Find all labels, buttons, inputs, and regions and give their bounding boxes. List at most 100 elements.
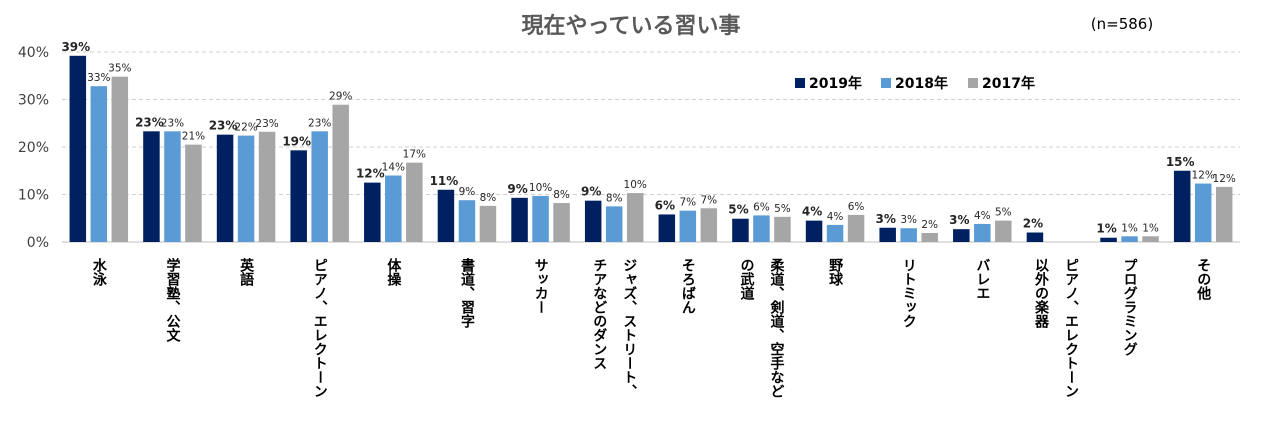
x-category-label: の武道 bbox=[738, 258, 754, 301]
bar bbox=[185, 144, 202, 242]
bar bbox=[164, 131, 181, 242]
bar bbox=[258, 131, 276, 242]
bar bbox=[753, 215, 770, 242]
x-category-label: 水泳 bbox=[91, 257, 107, 287]
x-category-label: プログラミング bbox=[1122, 258, 1138, 356]
bar bbox=[406, 162, 423, 242]
x-category-label: 英語 bbox=[238, 257, 255, 287]
bar bbox=[879, 227, 896, 242]
bar bbox=[974, 223, 991, 242]
sample-size-note: (n=586) bbox=[1091, 15, 1153, 33]
legend-label: 2017年 bbox=[982, 75, 1035, 92]
data-label: 3% bbox=[949, 213, 969, 227]
y-tick-label: 20% bbox=[18, 140, 49, 156]
data-label: 6% bbox=[848, 201, 865, 213]
data-label: 3% bbox=[876, 212, 896, 226]
data-label: 35% bbox=[108, 63, 131, 75]
bar bbox=[995, 220, 1012, 242]
data-label: 23% bbox=[209, 119, 238, 133]
legend-swatch bbox=[795, 78, 805, 88]
x-category-label: ジャズ、ストリート、 bbox=[621, 258, 637, 398]
data-label: 1% bbox=[1096, 222, 1116, 236]
legend-swatch bbox=[881, 78, 891, 88]
bar bbox=[847, 214, 865, 242]
data-label: 22% bbox=[234, 122, 257, 134]
data-label: 8% bbox=[480, 192, 497, 204]
bar bbox=[921, 232, 938, 242]
data-label: 8% bbox=[553, 189, 570, 201]
data-label: 1% bbox=[1121, 222, 1138, 234]
bar bbox=[553, 203, 570, 242]
data-label: 8% bbox=[606, 192, 623, 204]
data-label: 23% bbox=[255, 118, 278, 130]
x-category-label: ピアノ、エレクトーン bbox=[312, 258, 328, 398]
bar bbox=[626, 193, 644, 242]
y-tick-label: 0% bbox=[27, 235, 49, 251]
data-label: 5% bbox=[995, 207, 1012, 219]
y-tick-label: 30% bbox=[18, 93, 49, 109]
bar bbox=[364, 182, 381, 242]
x-category-label: チアなどのダンス bbox=[591, 258, 607, 370]
data-label: 10% bbox=[624, 179, 647, 191]
data-label: 9% bbox=[581, 185, 601, 199]
bar bbox=[69, 55, 87, 242]
y-tick-label: 10% bbox=[18, 188, 49, 204]
data-label: 23% bbox=[161, 117, 184, 129]
legend: 2019年 2018年 2017年 bbox=[795, 75, 1035, 92]
bar bbox=[143, 131, 160, 242]
data-label: 6% bbox=[655, 198, 675, 212]
data-label: 12% bbox=[356, 167, 385, 181]
x-category-label: 野球 bbox=[827, 258, 843, 287]
bar bbox=[1215, 186, 1233, 242]
legend-label: 2019年 bbox=[809, 75, 862, 92]
bar bbox=[658, 214, 676, 242]
bar bbox=[953, 229, 970, 242]
x-category-label: 書道、習字 bbox=[459, 257, 475, 329]
data-label: 10% bbox=[529, 182, 552, 194]
data-label: 7% bbox=[700, 194, 717, 206]
x-category-label: リトミック bbox=[901, 258, 917, 328]
bar bbox=[290, 150, 307, 242]
data-label: 4% bbox=[974, 210, 991, 222]
x-category-label: そろばん bbox=[680, 258, 696, 314]
bar bbox=[90, 86, 108, 242]
bar bbox=[311, 131, 328, 242]
x-category-label: 体操 bbox=[385, 257, 401, 287]
data-label: 21% bbox=[182, 131, 205, 143]
data-label: 19% bbox=[282, 134, 311, 148]
bar bbox=[605, 206, 623, 242]
x-category-label: 以外の楽器 bbox=[1033, 258, 1050, 329]
data-label: 7% bbox=[679, 197, 696, 209]
bar bbox=[700, 208, 718, 242]
data-label: 4% bbox=[802, 205, 822, 219]
bar bbox=[237, 135, 255, 242]
y-tick-label: 40% bbox=[18, 45, 49, 61]
data-label: 9% bbox=[459, 186, 476, 198]
bar bbox=[1121, 236, 1138, 242]
data-label: 2% bbox=[1023, 217, 1043, 231]
bar bbox=[900, 228, 917, 242]
data-label: 11% bbox=[430, 174, 459, 188]
bar bbox=[1026, 232, 1044, 242]
bar bbox=[1194, 183, 1212, 242]
data-label: 6% bbox=[753, 201, 770, 213]
bar bbox=[1100, 237, 1117, 242]
x-category-label: ピアノ、エレクトーン bbox=[1063, 258, 1079, 398]
x-category-label: その他 bbox=[1195, 258, 1212, 301]
bar bbox=[332, 104, 349, 242]
bar bbox=[584, 200, 602, 242]
bar bbox=[826, 224, 844, 242]
data-label: 3% bbox=[900, 214, 917, 226]
data-label: 5% bbox=[774, 203, 791, 215]
data-label: 29% bbox=[329, 91, 352, 103]
bar bbox=[437, 189, 455, 242]
data-label: 33% bbox=[87, 72, 110, 84]
chart-title: 現在やっている習い事 bbox=[522, 13, 741, 39]
data-label: 12% bbox=[1213, 173, 1236, 185]
data-label: 4% bbox=[827, 211, 844, 223]
bar bbox=[216, 134, 234, 242]
bar bbox=[511, 197, 528, 242]
x-category-label: 学習塾、公文 bbox=[164, 257, 180, 343]
data-label: 14% bbox=[382, 162, 405, 174]
